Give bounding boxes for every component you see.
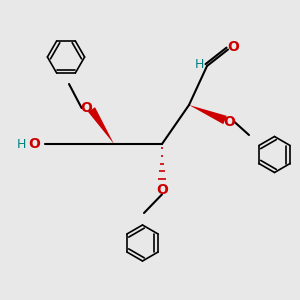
Text: O: O (80, 101, 92, 115)
Polygon shape (189, 105, 227, 124)
Text: H: H (17, 137, 26, 151)
Text: O: O (156, 183, 168, 196)
Text: O: O (224, 115, 236, 128)
Polygon shape (88, 107, 114, 144)
Text: H: H (195, 58, 204, 71)
Text: O: O (28, 137, 40, 151)
Text: O: O (227, 40, 239, 53)
